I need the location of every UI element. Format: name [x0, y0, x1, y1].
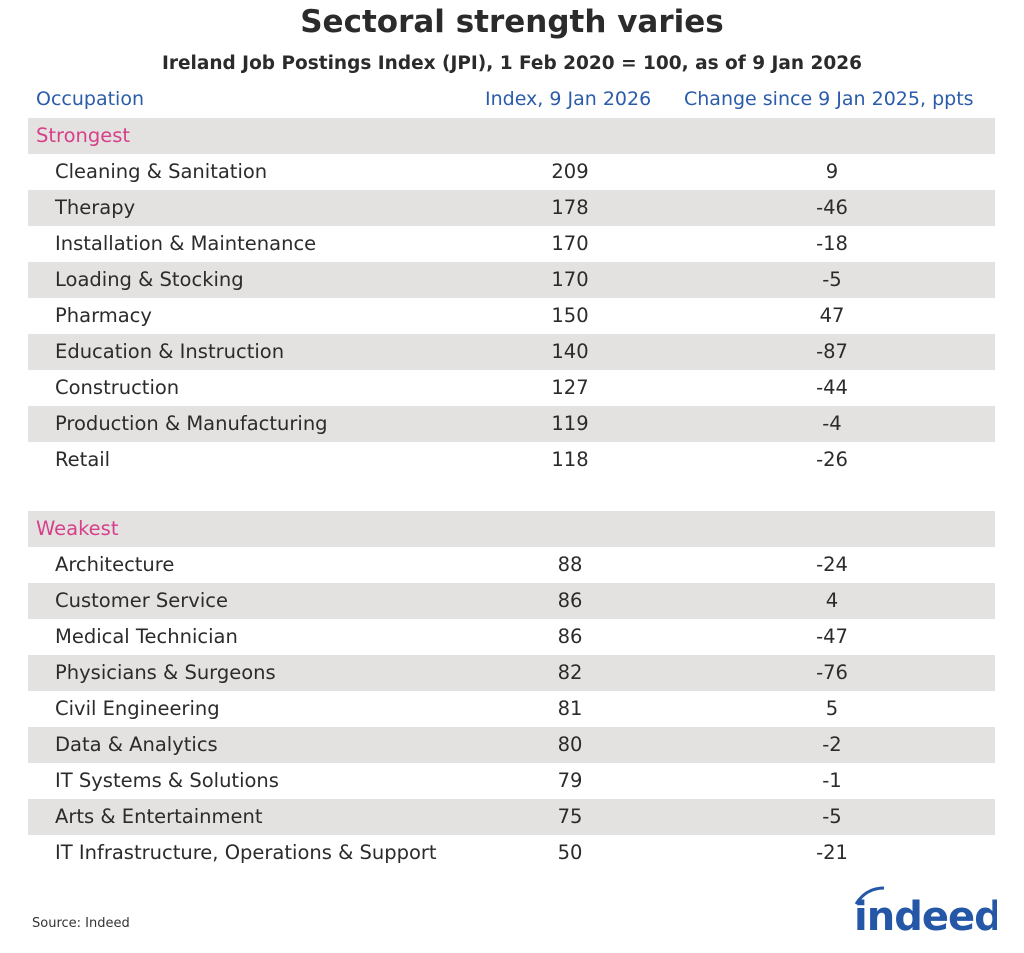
- change-cell: 9: [825, 160, 839, 183]
- change-cell: -18: [816, 232, 848, 255]
- change-cell: -5: [822, 805, 842, 828]
- index-cell: 81: [557, 697, 583, 720]
- change-cell: -44: [816, 376, 848, 399]
- change-cell: -21: [816, 841, 848, 864]
- column-header-change: Change since 9 Jan 2025, ppts: [684, 88, 974, 110]
- source-note: Source: Indeed: [32, 916, 130, 931]
- section-header: Strongest: [28, 118, 995, 154]
- occupation-cell: Installation & Maintenance: [55, 232, 317, 255]
- index-cell: 86: [557, 589, 583, 612]
- index-cell: 88: [557, 553, 583, 576]
- occupation-cell: Arts & Entertainment: [55, 805, 263, 828]
- section-header: Weakest: [28, 511, 995, 547]
- table-row: Customer Service 86 4: [28, 583, 995, 619]
- occupation-cell: Customer Service: [55, 589, 228, 612]
- section-label: Strongest: [36, 124, 131, 147]
- index-cell: 127: [551, 376, 589, 399]
- table-row: IT Infrastructure, Operations & Support 5…: [28, 835, 995, 871]
- index-cell: 150: [551, 304, 589, 327]
- table-row: Construction 127 -44: [28, 370, 995, 406]
- index-cell: 119: [551, 412, 589, 435]
- change-cell: -76: [816, 661, 848, 684]
- index-cell: 178: [551, 196, 589, 219]
- occupation-cell: Civil Engineering: [55, 697, 220, 720]
- table-row: Medical Technician 86 -47: [28, 619, 995, 655]
- change-cell: -24: [816, 553, 848, 576]
- occupation-cell: IT Infrastructure, Operations & Support: [55, 841, 437, 864]
- occupation-cell: Data & Analytics: [55, 733, 218, 756]
- index-cell: 80: [557, 733, 583, 756]
- table-row: Data & Analytics 80 -2: [28, 727, 995, 763]
- table-row: Cleaning & Sanitation 209 9: [28, 154, 995, 190]
- change-cell: -26: [816, 448, 848, 471]
- index-cell: 50: [557, 841, 583, 864]
- change-cell: -47: [816, 625, 848, 648]
- change-cell: -1: [822, 769, 842, 792]
- occupation-cell: Architecture: [55, 553, 175, 576]
- index-cell: 209: [551, 160, 589, 183]
- index-cell: 82: [557, 661, 583, 684]
- occupation-cell: Physicians & Surgeons: [55, 661, 276, 684]
- change-cell: -87: [816, 340, 848, 363]
- column-header-index: Index, 9 Jan 2026: [485, 88, 652, 110]
- table-row: Retail 118 -26: [28, 442, 995, 478]
- occupation-cell: Therapy: [55, 196, 136, 219]
- table-row: Production & Manufacturing 119 -4: [28, 406, 995, 442]
- table-row: Installation & Maintenance 170 -18: [28, 226, 995, 262]
- occupation-cell: Education & Instruction: [55, 340, 285, 363]
- table-row: Architecture 88 -24: [28, 547, 995, 583]
- table-row: Education & Instruction 140 -87: [28, 334, 995, 370]
- occupation-cell: Pharmacy: [55, 304, 152, 327]
- chart-subtitle: Ireland Job Postings Index (JPI), 1 Feb …: [161, 53, 863, 74]
- change-cell: -46: [816, 196, 848, 219]
- change-cell: 47: [819, 304, 845, 327]
- table-row: Physicians & Surgeons 82 -76: [28, 655, 995, 691]
- index-cell: 170: [551, 268, 589, 291]
- change-cell: -5: [822, 268, 842, 291]
- indeed-logo: indeed: [852, 882, 1003, 941]
- index-cell: 170: [551, 232, 589, 255]
- index-cell: 140: [551, 340, 589, 363]
- change-cell: -2: [822, 733, 842, 756]
- occupation-cell: IT Systems & Solutions: [55, 769, 279, 792]
- change-cell: -4: [822, 412, 842, 435]
- change-cell: 5: [825, 697, 839, 720]
- occupation-cell: Cleaning & Sanitation: [55, 160, 268, 183]
- svg-text:indeed: indeed: [854, 894, 997, 937]
- occupation-cell: Loading & Stocking: [55, 268, 244, 291]
- table-row: Therapy 178 -46: [28, 190, 995, 226]
- index-cell: 118: [551, 448, 589, 471]
- table-row: IT Systems & Solutions 79 -1: [28, 763, 995, 799]
- index-cell: 79: [557, 769, 583, 792]
- occupation-cell: Construction: [55, 376, 180, 399]
- index-cell: 86: [557, 625, 583, 648]
- change-cell: 4: [825, 589, 839, 612]
- column-header-occupation: Occupation: [36, 88, 144, 110]
- table-row: Loading & Stocking 170 -5: [28, 262, 995, 298]
- table-row: Pharmacy 150 47: [28, 298, 995, 334]
- occupation-cell: Production & Manufacturing: [55, 412, 328, 435]
- occupation-cell: Retail: [55, 448, 111, 471]
- chart-title: Sectoral strength varies: [300, 4, 724, 40]
- table-row: Civil Engineering 81 5: [28, 691, 995, 727]
- table-row: Arts & Entertainment 75 -5: [28, 799, 995, 835]
- occupation-cell: Medical Technician: [55, 625, 238, 648]
- index-cell: 75: [557, 805, 583, 828]
- section-label: Weakest: [36, 517, 119, 540]
